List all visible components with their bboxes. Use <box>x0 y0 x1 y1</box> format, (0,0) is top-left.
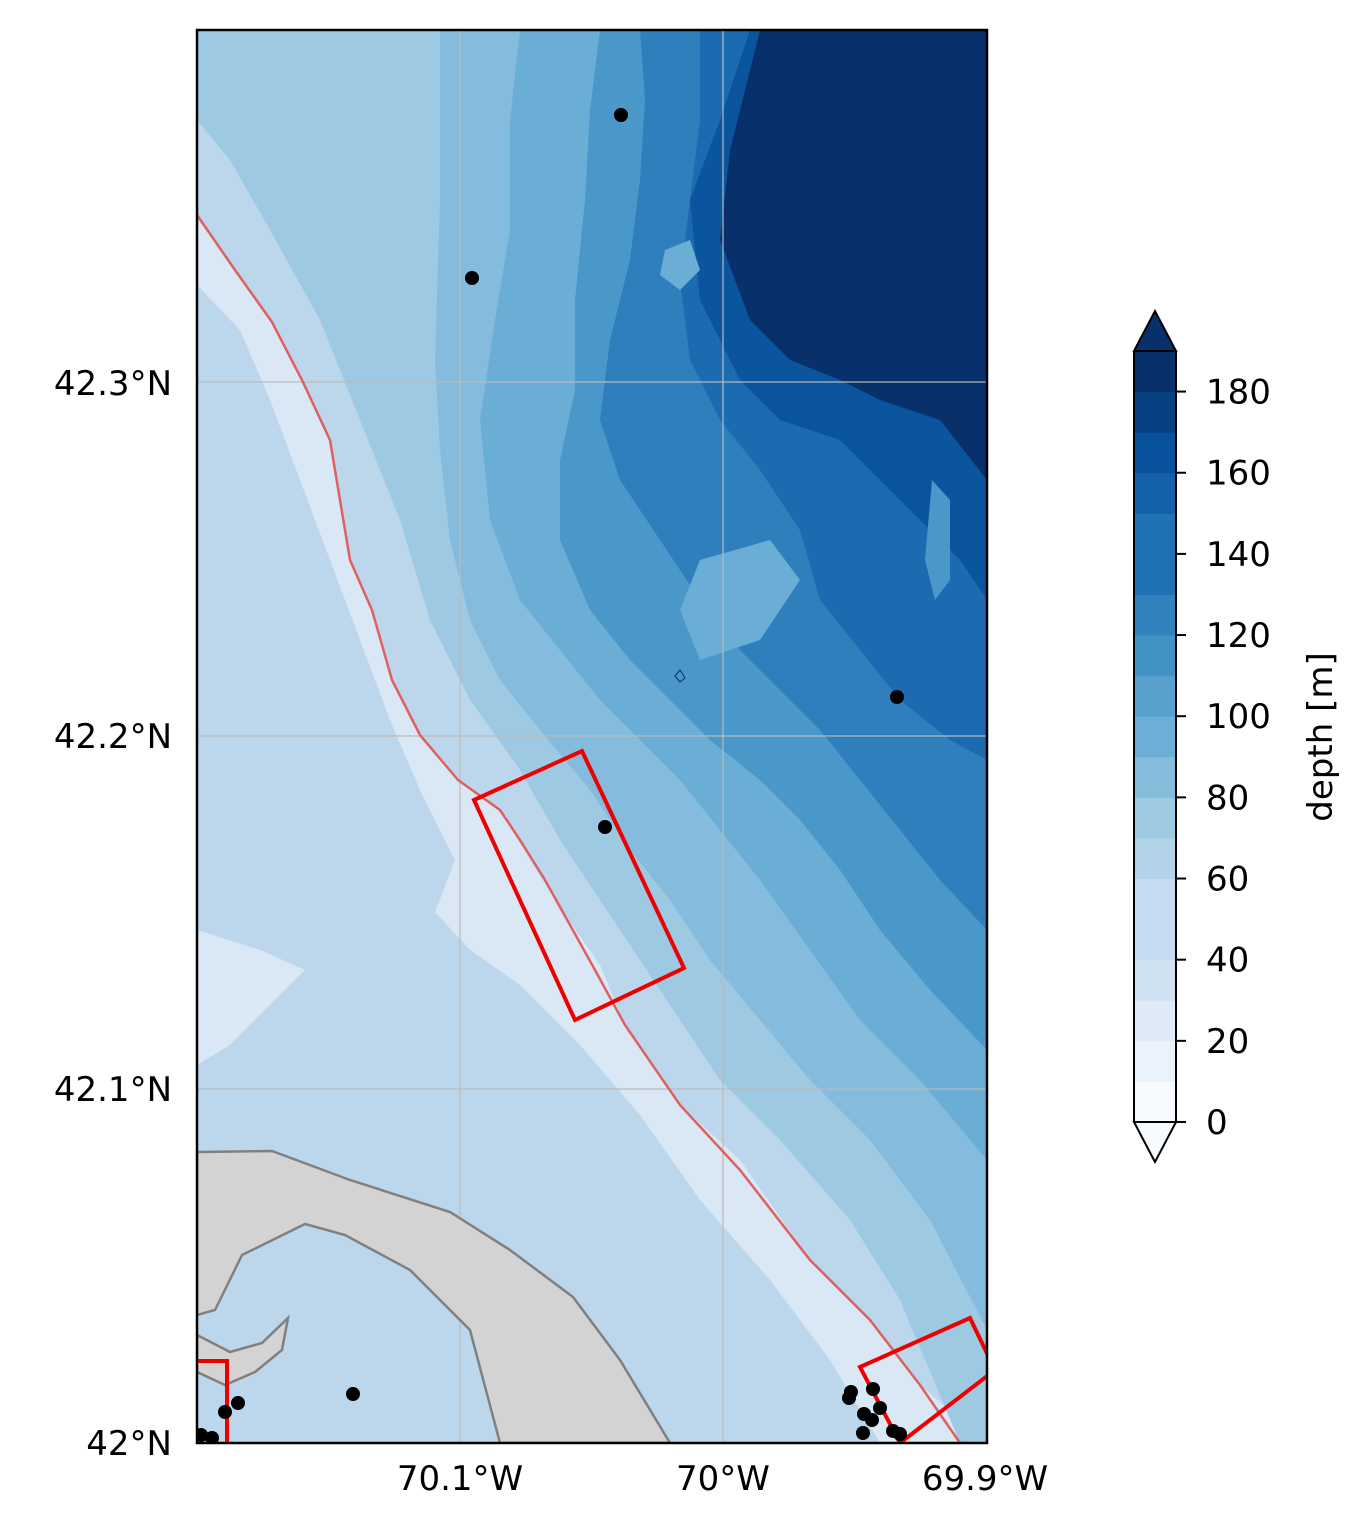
station-point <box>890 690 904 704</box>
colorbar-segment <box>1134 594 1176 636</box>
depth-band-deep <box>720 30 987 480</box>
colorbar-segment <box>1134 553 1176 595</box>
colorbar-segment <box>1134 919 1176 961</box>
colorbar-segment <box>1134 797 1176 839</box>
station-point <box>614 108 628 122</box>
station-point <box>873 1401 887 1415</box>
station-point <box>465 271 479 285</box>
map-area <box>197 30 987 1443</box>
colorbar-segment <box>1134 878 1176 920</box>
lon-label-70-1: 70.1°W <box>397 1459 523 1499</box>
station-point <box>842 1391 856 1405</box>
station-point <box>218 1405 232 1419</box>
lat-label-42-3: 42.3°N <box>54 364 172 404</box>
lon-label-70: 70°W <box>676 1459 770 1499</box>
colorbar-segment <box>1134 1040 1176 1082</box>
colorbar-segment <box>1134 716 1176 758</box>
colorbar-segment <box>1134 472 1176 514</box>
colorbar-tick-label: 100 <box>1206 697 1271 737</box>
colorbar-segments <box>1134 351 1176 1123</box>
lat-label-42-2: 42.2°N <box>54 717 172 757</box>
depth-contours <box>197 30 987 1443</box>
station-point <box>865 1413 879 1427</box>
colorbar-extend-bottom <box>1132 1121 1178 1165</box>
colorbar-segment <box>1134 432 1176 474</box>
depth-pocket-east <box>925 480 950 600</box>
map-frame <box>195 28 989 1445</box>
colorbar-segment <box>1134 837 1176 880</box>
colorbar-segment <box>1134 675 1176 717</box>
colorbar-segment <box>1134 635 1176 677</box>
colorbar-segment <box>1134 351 1176 393</box>
colorbar-tick-label: 0 <box>1206 1103 1228 1143</box>
colorbar-tick-label: 20 <box>1206 1022 1249 1062</box>
isobath-line <box>197 214 962 1443</box>
colorbar-segment <box>1134 1000 1176 1042</box>
lon-label-69-9: 69.9°W <box>922 1459 1048 1499</box>
colorbar-tick-label: 180 <box>1206 373 1271 413</box>
gridlines <box>197 30 987 1443</box>
station-point <box>231 1396 245 1410</box>
colorbar-tick-label: 80 <box>1206 778 1249 818</box>
observation-points <box>197 108 907 1443</box>
colorbar: 0 20 40 60 80 100 120 140 160 180 depth [m] <box>1132 308 1341 1165</box>
colorbar-tick-label: 160 <box>1206 454 1271 494</box>
colorbar-tick-label: 60 <box>1206 860 1249 900</box>
depth-pocket-mid <box>680 540 800 660</box>
station-point <box>598 820 612 834</box>
station-point <box>346 1387 360 1401</box>
colorbar-tick-label: 120 <box>1206 616 1271 656</box>
lat-label-42-1: 42.1°N <box>54 1070 172 1110</box>
colorbar-segment <box>1134 756 1176 798</box>
station-point <box>893 1427 907 1441</box>
colorbar-segment <box>1134 391 1176 433</box>
station-point <box>197 1428 208 1442</box>
depth-pocket-upper <box>660 240 700 290</box>
depth-pocket-small <box>674 669 686 683</box>
station-point <box>205 1431 219 1443</box>
lat-label-42: 42°N <box>86 1424 172 1464</box>
land-cape-cod <box>197 1149 672 1443</box>
colorbar-label: depth [m] <box>1301 652 1341 821</box>
colorbar-ticks: 0 20 40 60 80 100 120 140 160 180 <box>1176 373 1271 1143</box>
colorbar-segment <box>1134 959 1176 1001</box>
colorbar-tick-label: 140 <box>1206 535 1271 575</box>
depth-band-shallow-southwest <box>197 930 305 1065</box>
colorbar-segment <box>1134 1081 1176 1123</box>
depth-band-shallow-nearshore <box>197 215 987 1443</box>
study-box-southeast <box>857 1315 987 1443</box>
study-box-center <box>471 748 687 1023</box>
colorbar-frame <box>1133 350 1177 1123</box>
colorbar-segment <box>1134 513 1176 555</box>
land-hook <box>197 1314 290 1387</box>
latitude-labels: 42.3°N 42.2°N 42.1°N 42°N <box>54 364 172 1464</box>
longitude-labels: 70.1°W 70°W 69.9°W <box>397 1459 1048 1499</box>
station-point <box>866 1382 880 1396</box>
colorbar-extend-top <box>1132 308 1178 352</box>
colorbar-tick-label: 40 <box>1206 941 1249 981</box>
station-point <box>856 1426 870 1440</box>
